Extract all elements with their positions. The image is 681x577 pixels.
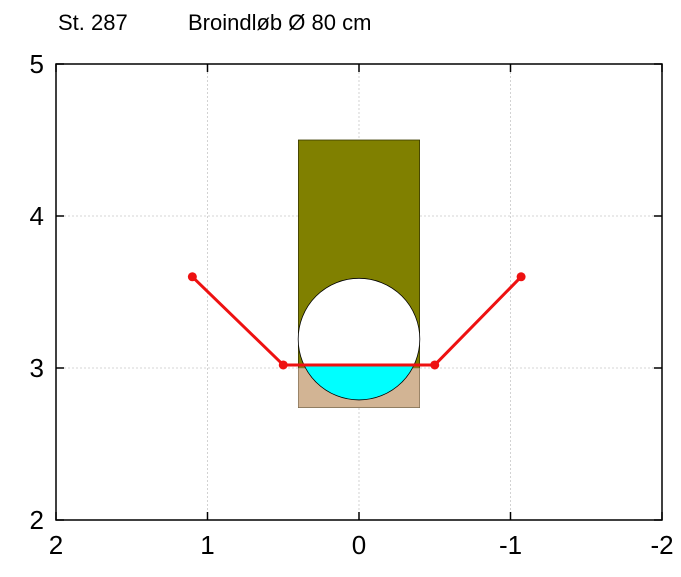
y-tick-label: 2 [30, 505, 44, 535]
x-tick-label: -2 [650, 530, 673, 560]
culvert-geometry [297, 139, 421, 408]
x-tick-label: -1 [499, 530, 522, 560]
axis-ticks: 2 1 0 -1 -2 2 3 4 5 [30, 49, 674, 560]
chart-title-station: St. 287 [58, 10, 128, 35]
y-tick-label: 3 [30, 353, 44, 383]
profile-line [191, 275, 523, 367]
pipe-outline [297, 277, 421, 401]
chart-title-description: Broindløb Ø 80 cm [188, 10, 372, 35]
profile-point [278, 360, 288, 370]
x-tick-label: 0 [352, 530, 366, 560]
x-tick-label: 1 [200, 530, 214, 560]
y-tick-label: 4 [30, 201, 44, 231]
terrain-profile [187, 272, 526, 370]
y-tick-label: 5 [30, 49, 44, 79]
profile-point [187, 272, 197, 282]
profile-point [516, 272, 526, 282]
x-tick-label: 2 [49, 530, 63, 560]
profile-point [430, 360, 440, 370]
